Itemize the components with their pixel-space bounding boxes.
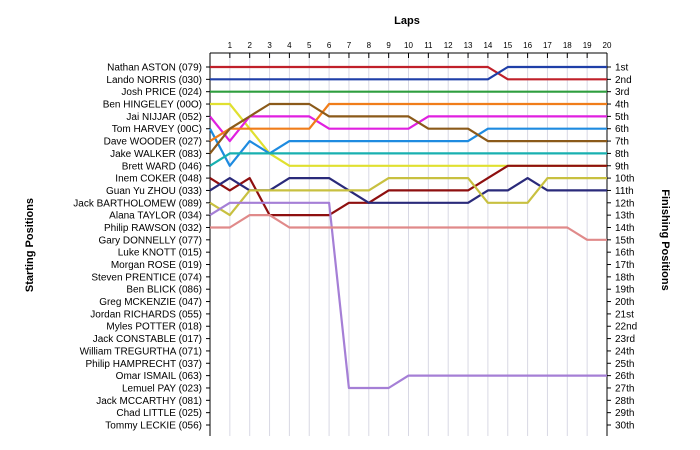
finish-position-label: 9th [615, 161, 629, 172]
driver-position-line [209, 177, 607, 217]
lap-tick-label: 18 [563, 41, 572, 50]
chart-title: Laps [394, 15, 420, 27]
start-position-label: Alana TAYLOR (034) [109, 211, 202, 222]
lap-tick-label: 14 [483, 41, 492, 50]
start-position-label: Myles POTTER (018) [106, 322, 202, 333]
lap-tick-label: 5 [307, 41, 312, 50]
start-position-label: Omar ISMAIL (063) [116, 371, 202, 382]
finish-position-label: 14th [615, 223, 634, 234]
driver-position-line [209, 102, 607, 155]
lap-tick-label: 13 [464, 41, 473, 50]
start-position-label: Jack MCCARTHY (081) [96, 396, 202, 407]
start-position-label: Tom HARVEY (00C) [112, 124, 202, 135]
finish-position-label: 4th [615, 100, 629, 111]
start-position-label: Jack CONSTABLE (017) [93, 334, 202, 345]
lap-tick-label: 16 [523, 41, 532, 50]
start-position-label: Jai NIJJAR (052) [126, 112, 202, 123]
driver-position-line [209, 201, 607, 390]
finish-position-label: 26th [615, 371, 634, 382]
lap-tick-label: 17 [543, 41, 552, 50]
lap-tick-label: 2 [247, 41, 252, 50]
finish-position-label: 3rd [615, 87, 629, 98]
finish-position-label: 29th [615, 408, 634, 419]
start-position-label: Inem COKER (048) [115, 174, 202, 185]
start-position-label: Ben BLICK (086) [126, 285, 202, 296]
finish-position-label: 23rd [615, 334, 635, 345]
y-axis-right-label: Finishing Positions [659, 189, 671, 290]
start-position-label: Lemuel PAY (023) [122, 383, 202, 394]
lap-tick-label: 11 [424, 41, 433, 50]
finish-position-label: 13th [615, 211, 634, 222]
finish-position-label: 5th [615, 112, 629, 123]
lap-tick-label: 7 [347, 41, 352, 50]
start-position-label: Tommy LECKIE (056) [105, 421, 202, 432]
lap-tick-label: 4 [287, 41, 292, 50]
lap-tick-label: 15 [503, 41, 512, 50]
finish-position-label: 12th [615, 198, 634, 209]
finish-position-label: 30th [615, 421, 634, 432]
finish-position-label: 11th [615, 186, 634, 197]
start-position-label: Jake WALKER (083) [110, 149, 202, 160]
finish-position-label: 8th [615, 149, 629, 160]
lap-tick-label: 12 [444, 41, 453, 50]
start-position-label: Guan Yu ZHOU (033) [106, 186, 202, 197]
finish-position-label: 17th [615, 260, 634, 271]
driver-position-line [210, 65, 607, 81]
driver-position-line [209, 152, 607, 167]
start-position-label: Dave WOODER (027) [104, 137, 202, 148]
lap-tick-label: 20 [603, 41, 612, 50]
finish-position-label: 20th [615, 297, 634, 308]
finish-position-label: 22nd [615, 322, 637, 333]
finish-position-label: 18th [615, 272, 634, 283]
start-position-label: Chad LITTLE (025) [116, 408, 202, 419]
start-position-label: Morgan ROSE (019) [111, 260, 202, 271]
lap-tick-label: 19 [583, 41, 592, 50]
finish-position-label: 7th [615, 137, 629, 148]
start-position-label: Ben HINGELEY (00O) [103, 100, 202, 111]
driver-position-line [210, 65, 607, 81]
finish-position-label: 15th [615, 235, 634, 246]
finish-position-label: 28th [615, 396, 634, 407]
start-position-label: Nathan ASTON (079) [107, 63, 202, 74]
start-position-label: Philip HAMPRECHT (037) [85, 359, 202, 370]
start-position-label: Jordan RICHARDS (055) [90, 309, 202, 320]
start-position-label: Lando NORRIS (030) [106, 75, 202, 86]
lap-tick-label: 1 [228, 41, 233, 50]
driver-position-line [209, 102, 607, 143]
lap-tick-label: 10 [404, 41, 413, 50]
finish-position-label: 1st [615, 63, 629, 74]
start-position-label: Philip RAWSON (032) [104, 223, 202, 234]
start-position-label: William TREGURTHA (071) [80, 346, 202, 357]
driver-position-line [210, 214, 607, 241]
start-position-label: Steven PRENTICE (074) [91, 272, 202, 283]
start-position-label: Brett WARD (046) [122, 161, 202, 172]
finish-position-label: 2nd [615, 75, 632, 86]
driver-position-line [209, 115, 607, 143]
driver-position-line [209, 164, 607, 217]
finish-position-label: 27th [615, 383, 634, 394]
start-position-label: Gary DONNELLY (077) [98, 235, 202, 246]
finish-position-label: 10th [615, 174, 634, 185]
finish-position-label: 21st [615, 309, 634, 320]
finish-position-label: 16th [615, 248, 634, 259]
finish-position-label: 19th [615, 285, 634, 296]
y-axis-left-label: Starting Positions [24, 198, 36, 292]
finish-position-label: 25th [615, 359, 634, 370]
start-position-label: Jack BARTHOLOMEW (089) [73, 198, 202, 209]
lap-tick-label: 3 [267, 41, 272, 50]
start-position-label: Luke KNOTT (015) [118, 248, 202, 259]
driver-position-line [209, 127, 607, 167]
lap-tick-label: 9 [386, 41, 391, 50]
lap-tick-label: 8 [367, 41, 372, 50]
lap-tick-label: 6 [327, 41, 332, 50]
finish-position-label: 6th [615, 124, 629, 135]
finish-position-label: 24th [615, 346, 634, 357]
start-position-label: Josh PRICE (024) [121, 87, 202, 98]
start-position-label: Greg MCKENZIE (047) [99, 297, 202, 308]
